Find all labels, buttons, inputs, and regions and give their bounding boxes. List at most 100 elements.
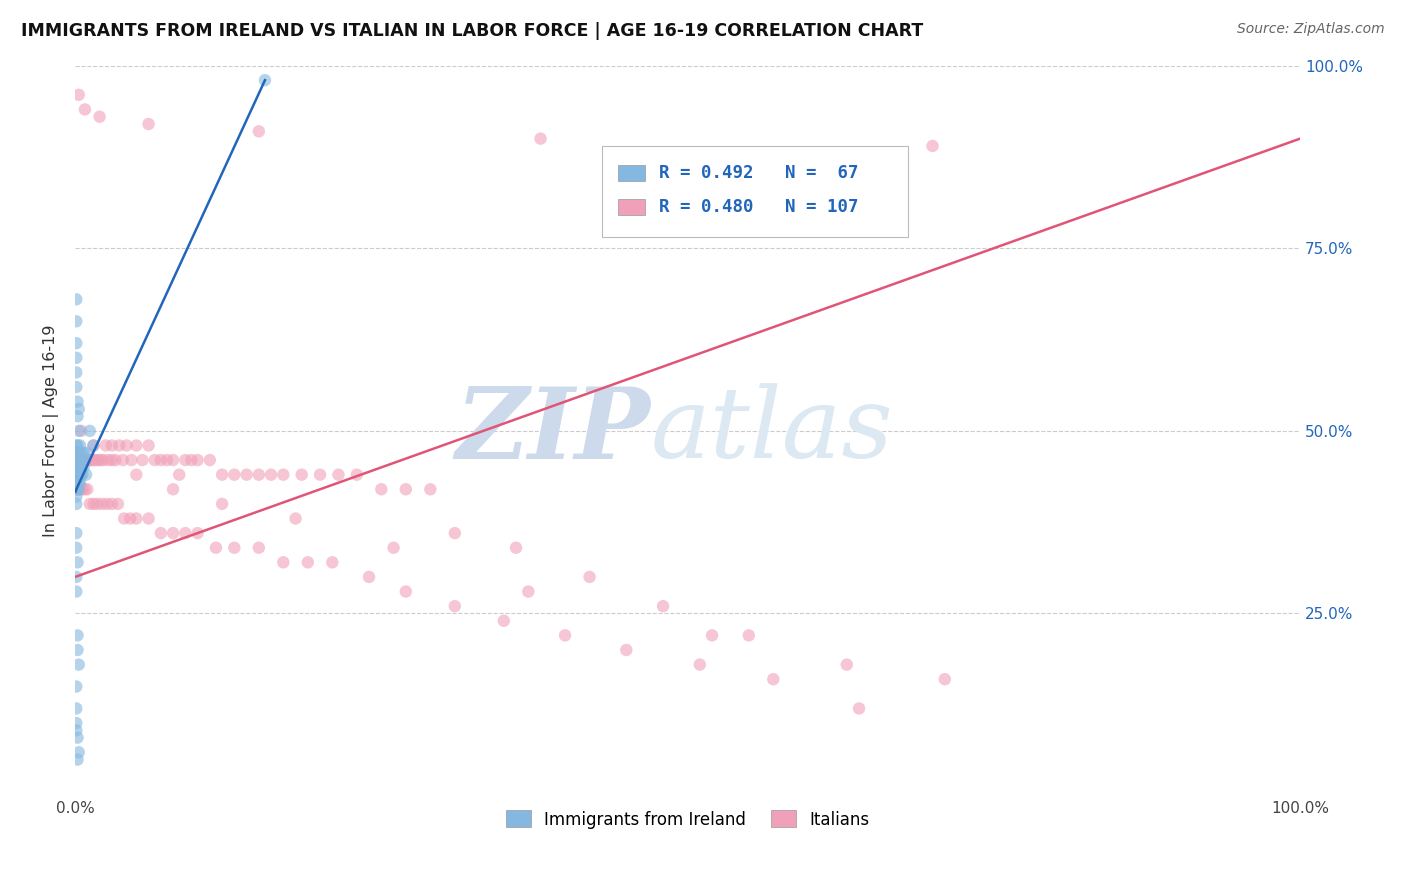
Point bbox=[69, 467, 91, 482]
Point bbox=[614, 643, 637, 657]
Point bbox=[76, 483, 98, 497]
Point bbox=[138, 117, 160, 131]
Point bbox=[67, 424, 90, 438]
Point bbox=[111, 453, 134, 467]
Point bbox=[297, 555, 319, 569]
Point bbox=[87, 453, 110, 467]
Point bbox=[67, 453, 90, 467]
Point bbox=[69, 475, 91, 489]
Point bbox=[66, 628, 89, 642]
Point bbox=[934, 672, 956, 686]
Point bbox=[395, 584, 418, 599]
Point bbox=[67, 657, 90, 672]
Point bbox=[73, 453, 96, 467]
Point bbox=[66, 731, 89, 745]
Text: Source: ZipAtlas.com: Source: ZipAtlas.com bbox=[1237, 22, 1385, 37]
Point bbox=[69, 453, 91, 467]
Point bbox=[65, 497, 87, 511]
Point bbox=[65, 467, 87, 482]
Point bbox=[70, 467, 93, 482]
Point bbox=[82, 453, 104, 467]
Point bbox=[73, 453, 96, 467]
Point bbox=[65, 351, 87, 365]
Point bbox=[101, 438, 124, 452]
Point bbox=[72, 483, 94, 497]
Point bbox=[65, 490, 87, 504]
Point bbox=[180, 453, 202, 467]
Point bbox=[76, 453, 98, 467]
Point bbox=[835, 657, 858, 672]
Point bbox=[75, 453, 97, 467]
Point bbox=[79, 497, 101, 511]
Point bbox=[174, 526, 197, 541]
Point bbox=[652, 599, 675, 614]
Point bbox=[247, 541, 270, 555]
Point bbox=[65, 723, 87, 738]
Point bbox=[162, 483, 184, 497]
Text: atlas: atlas bbox=[651, 384, 894, 478]
Point bbox=[357, 570, 380, 584]
Point bbox=[67, 483, 90, 497]
Point bbox=[89, 110, 111, 124]
Point bbox=[73, 103, 96, 117]
Point bbox=[65, 475, 87, 489]
Point bbox=[104, 453, 127, 467]
Point bbox=[273, 555, 295, 569]
Point bbox=[125, 467, 148, 482]
Point bbox=[125, 511, 148, 525]
Point bbox=[66, 753, 89, 767]
Point bbox=[284, 511, 307, 525]
Point bbox=[67, 460, 90, 475]
Point bbox=[65, 380, 87, 394]
Point bbox=[70, 483, 93, 497]
Point bbox=[167, 467, 190, 482]
Point bbox=[72, 453, 94, 467]
Point bbox=[70, 460, 93, 475]
Point bbox=[346, 467, 368, 482]
Point bbox=[66, 467, 89, 482]
Point bbox=[69, 483, 91, 497]
Point bbox=[65, 365, 87, 379]
Point bbox=[73, 460, 96, 475]
Point bbox=[73, 453, 96, 467]
Point bbox=[848, 701, 870, 715]
Point bbox=[70, 453, 93, 467]
Point bbox=[112, 511, 135, 525]
Point bbox=[65, 526, 87, 541]
Point bbox=[66, 483, 89, 497]
Point bbox=[328, 467, 350, 482]
Point bbox=[96, 497, 118, 511]
Point bbox=[138, 511, 160, 525]
Point bbox=[67, 475, 90, 489]
Text: ZIP: ZIP bbox=[456, 383, 651, 479]
Point bbox=[156, 453, 179, 467]
Point bbox=[66, 475, 89, 489]
Point bbox=[65, 314, 87, 328]
Point bbox=[79, 453, 101, 467]
Point bbox=[554, 628, 576, 642]
Point bbox=[66, 394, 89, 409]
Point bbox=[120, 453, 142, 467]
Point bbox=[187, 453, 209, 467]
Point bbox=[419, 483, 441, 497]
Point bbox=[67, 745, 90, 759]
Point bbox=[82, 438, 104, 452]
Point bbox=[131, 453, 153, 467]
Point bbox=[143, 453, 166, 467]
Point bbox=[66, 409, 89, 424]
Point bbox=[395, 483, 418, 497]
Point bbox=[443, 599, 465, 614]
Point bbox=[108, 438, 131, 452]
Point bbox=[69, 438, 91, 452]
Point bbox=[65, 446, 87, 460]
Text: R = 0.492   N =  67: R = 0.492 N = 67 bbox=[659, 164, 859, 182]
Point bbox=[67, 446, 90, 460]
Point bbox=[69, 453, 91, 467]
Point bbox=[235, 467, 257, 482]
Point bbox=[65, 336, 87, 351]
Point bbox=[70, 424, 93, 438]
Point bbox=[65, 438, 87, 452]
Point bbox=[505, 541, 527, 555]
Point bbox=[67, 467, 90, 482]
Point bbox=[65, 680, 87, 694]
